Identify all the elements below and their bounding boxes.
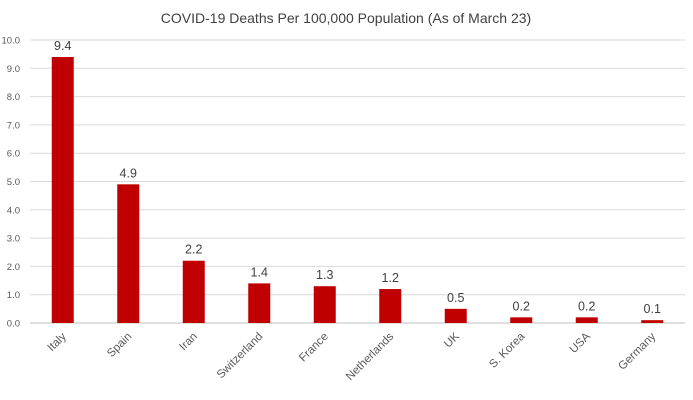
x-tick-label: France bbox=[297, 331, 331, 365]
data-label: 1.3 bbox=[316, 268, 333, 282]
x-axis-ticks: Italy Spain Iran Switzerland France Netherlan… bbox=[45, 330, 658, 383]
x-tick-label: Germany bbox=[616, 330, 658, 372]
chart-title: COVID-19 Deaths Per 100,000 Population (… bbox=[161, 10, 531, 26]
bar-germany bbox=[641, 320, 664, 323]
data-labels: 9.4 4.9 2.2 1.4 1.3 1.2 0.5 0.2 0.2 0.1 bbox=[54, 39, 661, 316]
data-label: 1.4 bbox=[251, 265, 268, 279]
x-tick-label: USA bbox=[568, 330, 593, 355]
x-tick-label: Netherlands bbox=[344, 330, 397, 383]
y-axis-ticks: 0.0 1.0 2.0 3.0 4.0 5.0 6.0 7.0 8.0 9.0 10.0 bbox=[2, 36, 21, 330]
data-label: 0.1 bbox=[644, 302, 661, 316]
x-tick-label: Italy bbox=[45, 330, 69, 354]
y-tick-label: 3.0 bbox=[7, 234, 20, 245]
y-tick-label: 2.0 bbox=[7, 262, 20, 273]
data-label: 2.2 bbox=[185, 243, 202, 257]
bar-netherlands bbox=[379, 289, 402, 323]
data-label: 0.2 bbox=[578, 299, 595, 313]
y-tick-label: 7.0 bbox=[7, 120, 20, 131]
data-label: 0.5 bbox=[447, 291, 464, 305]
x-tick-label: Spain bbox=[105, 331, 134, 360]
data-label: 0.2 bbox=[513, 299, 530, 313]
y-tick-label: 4.0 bbox=[7, 205, 20, 216]
y-tick-label: 5.0 bbox=[7, 177, 20, 188]
bar-s-korea bbox=[510, 317, 533, 323]
bars bbox=[51, 56, 664, 323]
data-label: 4.9 bbox=[120, 166, 137, 180]
x-tick-label: Iran bbox=[177, 331, 200, 354]
bar-iran bbox=[182, 260, 205, 323]
bar-italy bbox=[51, 56, 74, 323]
bar-usa bbox=[575, 317, 598, 323]
bar-switzerland bbox=[248, 283, 271, 323]
data-label: 1.2 bbox=[382, 271, 399, 285]
y-tick-label: 10.0 bbox=[2, 36, 21, 47]
x-tick-label: Switzerland bbox=[215, 331, 266, 382]
y-tick-label: 8.0 bbox=[7, 92, 20, 103]
y-tick-label: 0.0 bbox=[7, 319, 20, 330]
x-tick-label: S. Korea bbox=[487, 330, 528, 371]
y-tick-label: 6.0 bbox=[7, 149, 20, 160]
y-tick-label: 1.0 bbox=[7, 290, 20, 301]
bar-uk bbox=[444, 308, 467, 323]
y-tick-label: 9.0 bbox=[7, 64, 20, 75]
x-tick-label: UK bbox=[442, 330, 462, 350]
data-label: 9.4 bbox=[54, 39, 71, 53]
bar-spain bbox=[117, 184, 140, 323]
bar-france bbox=[313, 286, 336, 323]
